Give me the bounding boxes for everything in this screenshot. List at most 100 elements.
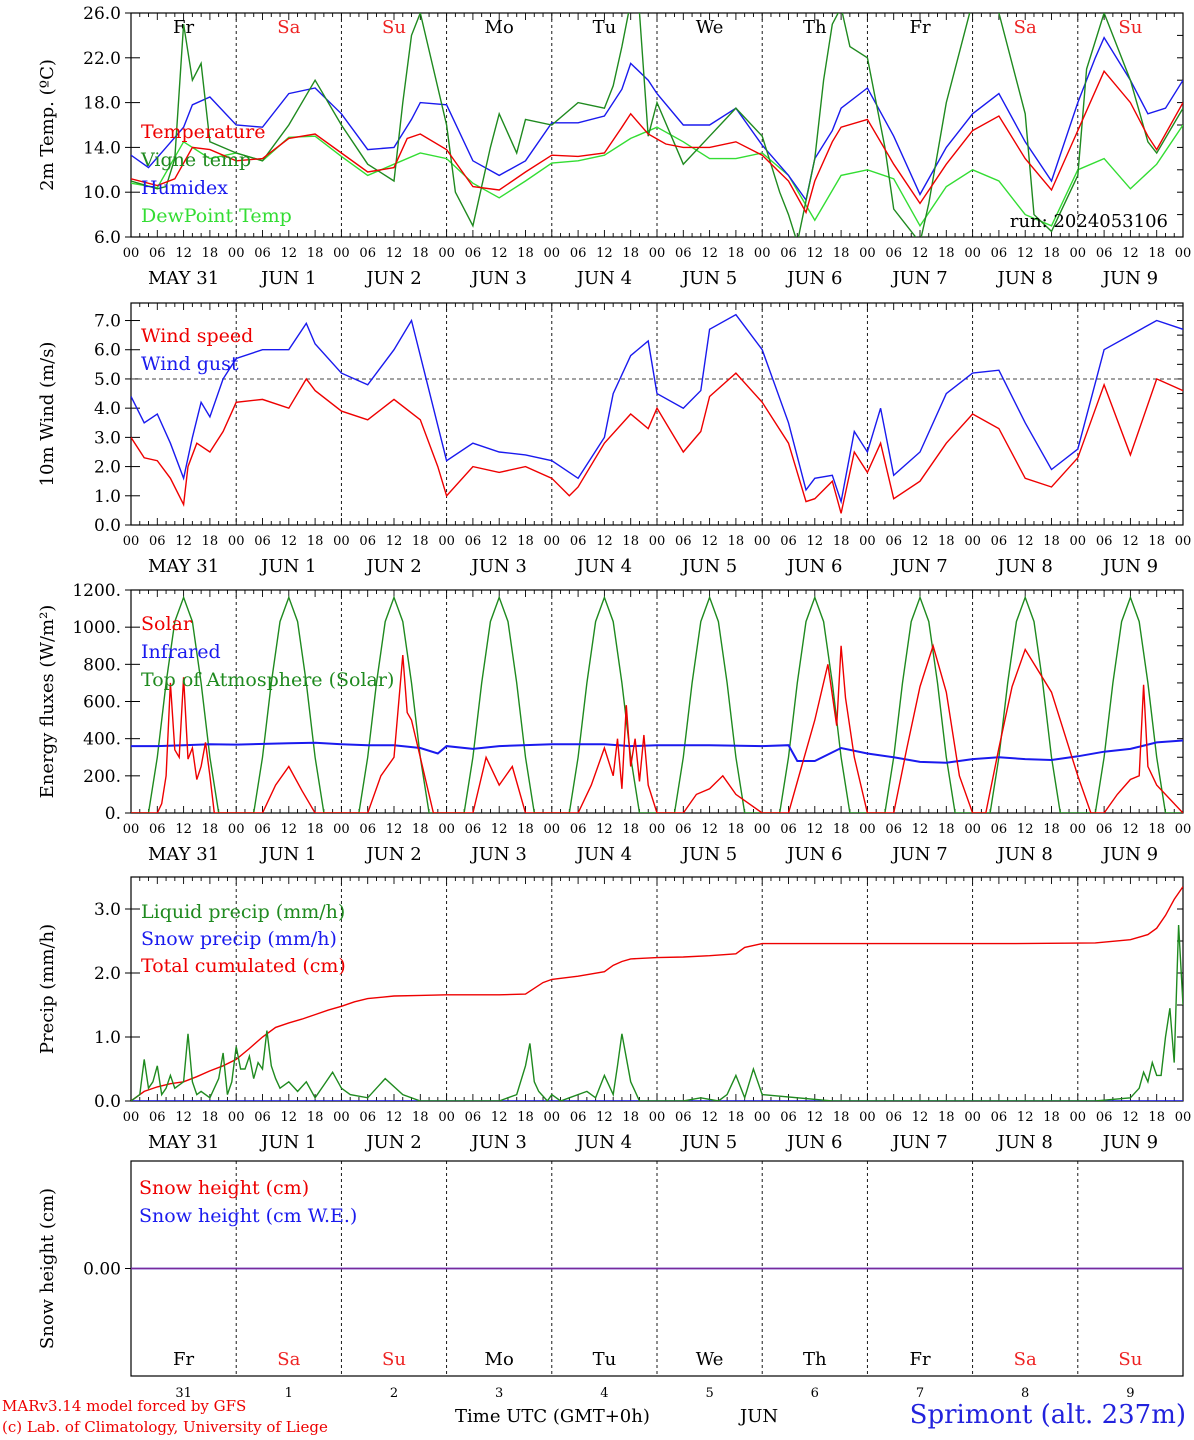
y-tick-label: 7.0 [94, 312, 121, 332]
hour-label: 00 [1070, 822, 1087, 837]
y-tick-label: 2.0 [94, 964, 121, 984]
weekday-label: We [696, 17, 724, 38]
legend-entry: Total cumulated (cm) [141, 955, 346, 977]
hour-label: 06 [570, 822, 587, 837]
date-label: JUN 9 [1101, 268, 1158, 289]
hour-label: 00 [754, 534, 771, 549]
hour-label: 06 [675, 822, 692, 837]
hour-label: 18 [938, 1110, 955, 1125]
date-label: JUN 7 [890, 556, 947, 577]
hour-label: 12 [807, 534, 824, 549]
run-annotation: run: 2024053106 [1010, 211, 1168, 232]
weekday-label: Th [803, 1349, 827, 1370]
hour-label: 12 [912, 534, 929, 549]
hour-label: 12 [596, 534, 613, 549]
date-label: JUN 7 [890, 844, 947, 865]
hour-label: 12 [807, 1110, 824, 1125]
hour-label: 00 [438, 246, 455, 261]
model-credits: MARv3.14 model forced by GFS (c) Lab. of… [2, 1396, 328, 1438]
date-label: JUN 4 [575, 556, 632, 577]
day-number-label: 2 [390, 1386, 398, 1401]
hour-label: 12 [1122, 1110, 1139, 1125]
hour-label: 12 [1017, 822, 1034, 837]
weekday-label: Sa [1014, 17, 1037, 38]
hour-label: 12 [491, 822, 508, 837]
day-number-label: 9 [1126, 1386, 1134, 1401]
date-label: JUN 8 [996, 268, 1053, 289]
chart-panel-5: 0.00 Snow height (cm) Snow height (cm) Snow… [37, 1160, 1184, 1401]
y-axis-label: Snow height (cm) [37, 1188, 58, 1349]
hour-label: 06 [885, 1110, 902, 1125]
hour-label: 18 [517, 246, 534, 261]
y-tick-label: 14.0 [83, 138, 121, 158]
hour-label: 12 [912, 822, 929, 837]
hour-label: 18 [1148, 534, 1165, 549]
hour-label: 12 [386, 246, 403, 261]
hour-label: 18 [412, 246, 429, 261]
hour-label: 18 [622, 246, 639, 261]
hour-label: 12 [912, 246, 929, 261]
hour-label: 06 [1096, 822, 1113, 837]
hour-label: 00 [438, 534, 455, 549]
date-label: MAY 31 [148, 1132, 219, 1153]
hour-label: 12 [175, 246, 192, 261]
date-label: JUN 3 [470, 844, 527, 865]
legend-entry: Infrared [141, 641, 221, 663]
weekday-label: Fr [909, 17, 930, 38]
weekday-label: Su [382, 17, 406, 38]
date-label: JUN 9 [1101, 556, 1158, 577]
hour-label: 12 [596, 246, 613, 261]
hour-label: 06 [254, 534, 271, 549]
legend-entry: Snow height (cm W.E.) [139, 1205, 357, 1227]
y-tick-label: 1000. [72, 618, 121, 638]
y-tick-label: 0.0 [94, 516, 121, 536]
hour-label: 00 [438, 1110, 455, 1125]
hour-label: 00 [333, 246, 350, 261]
hour-label: 12 [912, 1110, 929, 1125]
hour-label: 12 [175, 534, 192, 549]
hour-label: 18 [622, 822, 639, 837]
hour-label: 12 [807, 246, 824, 261]
hour-label: 06 [675, 534, 692, 549]
hour-label: 18 [728, 822, 745, 837]
hour-label: 12 [1122, 822, 1139, 837]
hour-label: 18 [938, 534, 955, 549]
hour-label: 12 [281, 822, 298, 837]
hour-label: 18 [307, 1110, 324, 1125]
hour-label: 06 [991, 534, 1008, 549]
hour-label: 00 [123, 534, 140, 549]
hour-label: 12 [596, 1110, 613, 1125]
weekday-label: Mo [485, 17, 514, 38]
date-label: JUN 1 [259, 556, 316, 577]
hour-label: 12 [807, 822, 824, 837]
hour-label: 06 [885, 822, 902, 837]
weekday-label: Sa [1014, 1349, 1037, 1370]
hour-label: 06 [359, 246, 376, 261]
date-label: JUN 9 [1101, 844, 1158, 865]
hour-label: 12 [701, 534, 718, 549]
y-tick-label: 800. [83, 655, 121, 675]
hour-label: 00 [438, 822, 455, 837]
hour-label: 06 [465, 1110, 482, 1125]
hour-label: 12 [701, 246, 718, 261]
hour-label: 00 [754, 1110, 771, 1125]
hour-label: 18 [833, 534, 850, 549]
hour-label: 00 [859, 246, 876, 261]
legend-entry: Snow precip (mm/h) [141, 928, 337, 950]
hour-label: 18 [517, 822, 534, 837]
series-line-vigne-temp [131, 13, 1183, 237]
y-tick-label: 200. [83, 767, 121, 787]
date-label: JUN 6 [785, 556, 842, 577]
day-number-label: 6 [811, 1386, 819, 1401]
hour-label: 06 [359, 822, 376, 837]
hour-label: 18 [412, 534, 429, 549]
hour-label: 06 [675, 1110, 692, 1125]
hour-label: 00 [649, 1110, 666, 1125]
legend-entry: Snow height (cm) [139, 1177, 309, 1199]
y-tick-label: 3.0 [94, 900, 121, 920]
plot-frame [130, 589, 1184, 814]
hour-label: 06 [1096, 534, 1113, 549]
hour-label: 18 [202, 1110, 219, 1125]
hour-label: 18 [1148, 822, 1165, 837]
hour-label: 06 [780, 822, 797, 837]
